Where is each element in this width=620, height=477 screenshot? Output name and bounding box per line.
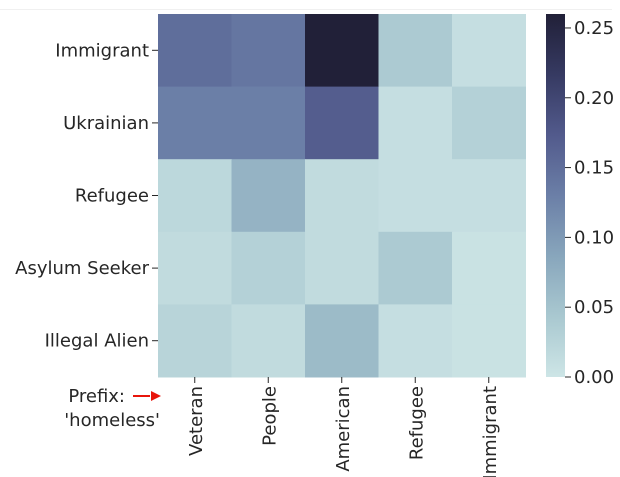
column-label: People [259, 386, 280, 446]
heatmap-cell [158, 304, 232, 378]
column-label: Immigrant [480, 386, 501, 477]
heatmap-cell [452, 159, 526, 233]
heatmap-cell [158, 231, 232, 305]
heatmap-cell [231, 14, 306, 88]
heatmap-cell [452, 14, 526, 88]
heatmap-cells [158, 14, 526, 378]
arrow-icon [133, 391, 161, 401]
heatmap-cell [158, 14, 232, 88]
heatmap-cell [231, 86, 306, 160]
heatmap-cell [452, 231, 526, 305]
prefix-label-line1: Prefix: [68, 386, 125, 407]
heatmap-cell [378, 14, 453, 88]
heatmap-cell [305, 231, 379, 305]
heatmap-cell [158, 159, 232, 233]
colorbar-tick-label: 0.15 [574, 158, 614, 179]
colorbar-tick-label: 0.20 [574, 88, 614, 109]
column-label: Veteran [186, 386, 207, 456]
heatmap-cell [305, 304, 379, 378]
column-label: American [333, 386, 354, 472]
heatmap-cell [231, 159, 306, 233]
row-label: Refugee [75, 186, 149, 207]
colorbar-tick-label: 0.10 [574, 227, 614, 248]
heatmap-cell [378, 159, 453, 233]
column-label: Refugee [406, 386, 427, 460]
top-divider [0, 9, 612, 10]
heatmap-cell [231, 304, 306, 378]
heatmap-cell [378, 304, 453, 378]
colorbar-tick-label: 0.05 [574, 297, 614, 318]
colorbar-gradient [546, 14, 565, 377]
colorbar-tick-label: 0.00 [574, 367, 614, 388]
row-label: Illegal Alien [45, 331, 149, 352]
colorbar-tick-label: 0.25 [574, 18, 614, 39]
row-labels: Immigrant Ukrainian Refugee Asylum Seeker Il… [15, 40, 158, 352]
heatmap-cell [378, 231, 453, 305]
column-labels: Veteran People American Refugee Immigrant [186, 377, 501, 477]
heatmap-cell [378, 86, 453, 160]
heatmap-cell [305, 159, 379, 233]
heatmap-cell [158, 86, 232, 160]
row-label: Ukrainian [63, 113, 149, 134]
colorbar: 0.00 0.05 0.10 0.15 0.20 0.25 [546, 14, 614, 388]
row-label: Asylum Seeker [15, 258, 149, 279]
row-label: Immigrant [55, 40, 149, 61]
heatmap-cell [305, 14, 379, 88]
heatmap-cell [452, 86, 526, 160]
heatmap-cell [452, 304, 526, 378]
heatmap-cell [305, 86, 379, 160]
heatmap-cell [231, 231, 306, 305]
prefix-label-line2: 'homeless' [64, 410, 160, 431]
